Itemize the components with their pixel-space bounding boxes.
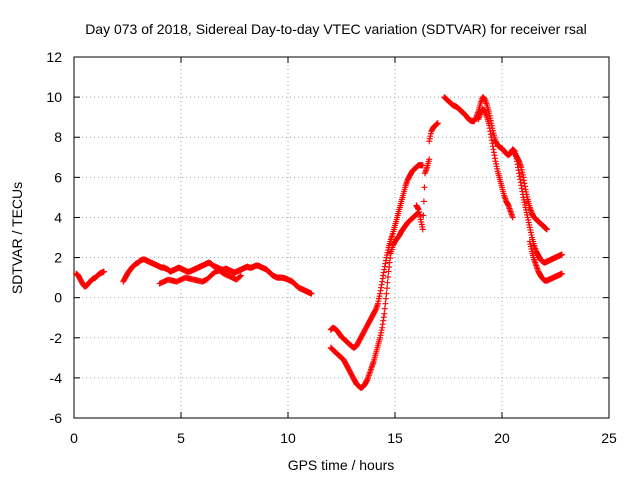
y-tick-label: 8 [54,129,62,145]
y-tick-label: 0 [54,290,62,306]
data-point [383,285,390,292]
data-point [383,290,390,297]
data-point [237,272,244,279]
y-tick-labels: -6 -4 -2 0 2 4 6 8 10 12 [46,49,62,426]
chart-title: Day 073 of 2018, Sidereal Day-to-day VTE… [85,21,587,37]
x-tick-label: 25 [601,430,617,446]
x-axis-label: GPS time / hours [288,457,395,473]
data-point [384,279,391,286]
data-point [382,295,389,302]
y-tick-label: -4 [50,370,63,386]
data-point [509,214,516,221]
y-tick-label: 2 [54,250,62,266]
data-point [308,290,315,297]
y-tick-label: 4 [54,209,62,225]
series-arc-3 [156,267,244,287]
series-arc-1 [73,268,107,290]
data-point [381,305,388,312]
series-arc-5 [327,209,422,391]
data-point [420,198,427,205]
series-arc-9 [475,106,516,221]
x-tick-label: 0 [70,430,78,446]
x-tick-labels: 0 5 10 15 20 25 [70,430,617,446]
y-tick-label: 6 [54,169,62,185]
series-arc-6 [413,156,433,233]
data-point [426,156,433,163]
series-arc-10 [509,148,550,233]
grid-lines [74,57,609,418]
series-arc-8 [441,94,565,266]
data-points [73,94,565,391]
x-tick-label: 20 [494,430,510,446]
y-tick-label: -2 [50,330,63,346]
x-tick-label: 5 [177,430,185,446]
series-arc-11 [526,238,565,284]
plot-frame [73,56,610,419]
data-point [420,212,427,219]
data-point [100,268,107,275]
series-arc-7 [426,120,441,145]
axis-ticks [73,56,610,419]
series-arc-4 [327,162,426,351]
data-point [381,310,388,317]
data-point [434,120,441,127]
y-tick-label: 12 [46,49,62,65]
x-tick-label: 15 [387,430,403,446]
data-point [558,270,565,277]
data-point [382,300,389,307]
y-tick-label: -6 [50,410,63,426]
y-tick-label: 10 [46,89,62,105]
data-point [421,184,428,191]
data-point [558,251,565,258]
data-point [419,226,426,233]
data-point [385,274,392,281]
data-point [543,226,550,233]
y-axis-label: SDTVAR / TECUs [9,182,25,294]
series-arc-2 [120,256,315,297]
data-point [236,273,243,280]
x-tick-label: 10 [280,430,296,446]
